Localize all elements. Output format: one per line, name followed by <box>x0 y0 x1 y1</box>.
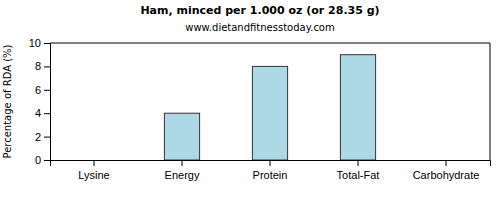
bar <box>76 160 111 161</box>
y-tick: 10 <box>29 37 50 49</box>
x-tick: Protein <box>253 160 288 181</box>
x-axis: Lysine Energy Protein Total-Fat Carbohydrate <box>51 160 491 181</box>
y-tick: 2 <box>35 131 50 143</box>
x-tick-mark <box>270 160 271 166</box>
plot: 0 2 4 6 8 10 Lysine Energy Protein Total-Fat Carbo… <box>29 37 491 181</box>
x-tick: Carbohydrate <box>413 160 480 181</box>
y-tick-mark <box>44 137 50 138</box>
x-tick-mark <box>358 160 359 166</box>
y-tick-label: 10 <box>29 37 41 49</box>
y-tick-label: 6 <box>35 84 41 96</box>
x-tick-mark <box>182 160 183 166</box>
x-tick-mark <box>446 160 447 166</box>
frame <box>50 43 490 44</box>
y-axis-line <box>44 44 51 161</box>
x-tick: Total-Fat <box>337 160 380 181</box>
y-axis: 0 2 4 6 8 10 <box>29 37 51 166</box>
y-tick: 8 <box>35 60 50 72</box>
subtitle: www.dietandfitnesstoday.com <box>185 22 334 33</box>
y-tick-label: 8 <box>35 60 41 72</box>
y-tick-label: 0 <box>35 154 41 166</box>
y-tick-mark <box>44 66 50 67</box>
bars <box>164 55 375 160</box>
bar <box>164 113 199 160</box>
x-axis-line <box>51 161 491 167</box>
y-tick-mark <box>44 113 50 114</box>
x-tick-label: Lysine <box>78 169 109 181</box>
bar <box>428 160 463 161</box>
y-tick-mark <box>44 160 50 161</box>
y-axis-title: Percentage of RDA (%) <box>2 44 13 158</box>
x-tick: Lysine <box>78 160 109 181</box>
y-tick-mark <box>44 43 50 44</box>
bar <box>340 55 375 160</box>
title: Ham, minced per 1.000 oz (or 28.35 g) <box>140 4 379 17</box>
x-tick-label: Total-Fat <box>337 169 380 181</box>
y-tick-label: 4 <box>35 107 41 119</box>
y-tick: 0 <box>35 154 50 166</box>
x-tick-label: Energy <box>165 169 200 181</box>
x-tick: Energy <box>165 160 200 181</box>
y-tick-label: 2 <box>35 131 41 143</box>
frame <box>490 43 491 160</box>
y-tick: 4 <box>35 107 50 119</box>
bar <box>252 66 287 160</box>
x-tick-label: Protein <box>253 169 288 181</box>
x-tick-label: Carbohydrate <box>413 169 480 181</box>
x-tick-mark <box>94 160 95 166</box>
y-tick: 6 <box>35 84 50 96</box>
y-tick-mark <box>44 90 50 91</box>
chart: 0 2 4 6 8 10 Lysine Energy Protein Total-Fat Carbo… <box>0 0 500 200</box>
